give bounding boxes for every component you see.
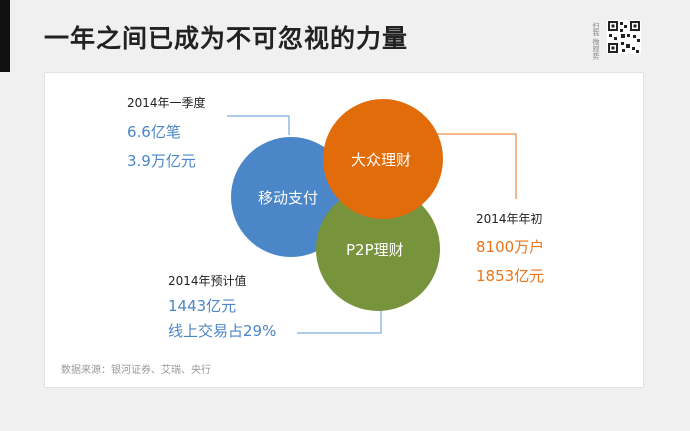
circle-p2p-finance: [316, 187, 440, 311]
qr-caption: 扫我 微观势: [592, 22, 600, 60]
annotation-label-early-2014: 2014年年初: [476, 212, 543, 226]
content-card: 移动支付 大众理财 P2P理财 2014年一季度 6.6亿笔 3.9万亿元 20…: [44, 72, 644, 388]
annotation-label-estimate-2014: 2014年预计值: [168, 274, 247, 288]
venn-diagram: [227, 99, 517, 334]
annotation-value-early-2014-users: 8100万户: [476, 238, 545, 256]
connector-line-estimate-2014: [297, 301, 382, 334]
annotation-label-q1: 2014年一季度: [127, 96, 206, 110]
qr-code-icon: [607, 20, 641, 54]
annotation-value-q1-transactions: 6.6亿笔: [127, 123, 181, 141]
connector-line-q1: [227, 115, 290, 135]
data-source-note: 数据来源：银河证券、艾瑞、央行: [61, 365, 211, 376]
circle-label-mass-finance: 大众理财: [351, 151, 412, 169]
annotation-value-q1-amount: 3.9万亿元: [127, 152, 196, 170]
left-accent-bar: [0, 0, 10, 72]
annotation-value-early-2014-amount: 1853亿元: [476, 267, 545, 285]
circle-mass-finance: [323, 99, 443, 219]
circle-label-p2p-finance: P2P理财: [346, 241, 404, 259]
page-title: 一年之间已成为不可忽视的力量: [44, 24, 409, 53]
annotation-value-estimate-2014-share: 线上交易占29%: [168, 322, 277, 340]
circle-label-mobile-payment: 移动支付: [258, 189, 319, 207]
connector-line-early-2014: [421, 133, 517, 199]
annotation-value-estimate-2014-amount: 1443亿元: [168, 297, 237, 315]
